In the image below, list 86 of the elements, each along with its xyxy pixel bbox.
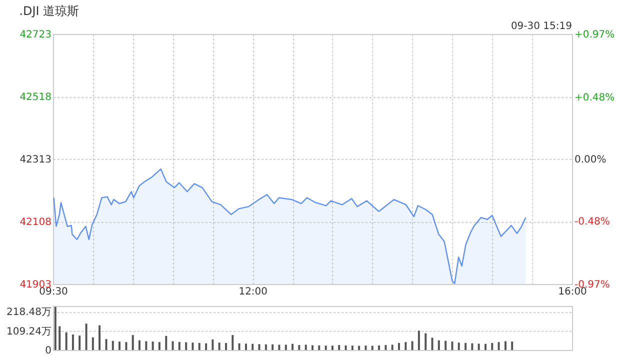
y-tick-label: 42313 <box>20 154 52 166</box>
bar <box>138 340 140 350</box>
bar <box>431 338 434 350</box>
y2-tick-label: +0.97% <box>574 30 615 40</box>
bar <box>105 339 108 350</box>
bar <box>391 344 394 350</box>
y2-tick-label: 0.00% <box>574 154 606 166</box>
bar <box>292 344 294 350</box>
bar <box>338 345 340 350</box>
bar <box>244 344 247 350</box>
bar <box>471 343 474 350</box>
bar <box>85 324 88 350</box>
bar <box>172 341 174 350</box>
bar <box>272 344 274 350</box>
y-tick-label: 218.48万 <box>6 307 52 318</box>
bar <box>411 341 414 350</box>
bar <box>344 345 347 350</box>
bar <box>304 344 307 350</box>
y-tick-label: 109.24万 <box>6 326 52 338</box>
bar <box>192 342 194 350</box>
bar <box>398 342 400 350</box>
y-tick-label: 42108 <box>20 217 52 228</box>
bar <box>252 344 254 350</box>
text: 09-30 15:19 <box>510 21 572 32</box>
bar <box>158 342 160 350</box>
bar <box>238 343 240 350</box>
bar <box>491 342 494 350</box>
bar <box>225 342 228 350</box>
bar <box>324 346 327 350</box>
bar <box>371 346 374 350</box>
bar <box>218 342 220 350</box>
bar <box>258 344 260 350</box>
bar <box>498 342 500 350</box>
bar <box>212 339 214 350</box>
x-tick-label: 09:30 <box>39 286 68 298</box>
bar <box>418 330 420 350</box>
bar <box>145 341 148 350</box>
bar <box>424 333 427 350</box>
bar <box>152 342 154 350</box>
bar <box>72 334 74 350</box>
bar <box>178 342 180 350</box>
bar <box>404 342 407 350</box>
x-tick-label: 16:00 <box>558 286 587 298</box>
bar <box>312 345 314 350</box>
y-tick-label: 0 <box>45 346 52 356</box>
bar <box>284 344 287 350</box>
bar <box>112 340 114 350</box>
chart-title: .DJI 道琼斯 <box>19 4 80 18</box>
bar <box>78 336 81 350</box>
bar <box>358 346 360 350</box>
bar <box>331 346 334 350</box>
bar <box>384 345 387 350</box>
bar <box>185 342 188 350</box>
y-tick-label: 42518 <box>20 92 52 103</box>
bar <box>458 342 460 350</box>
bar <box>232 335 234 350</box>
bar <box>118 342 121 350</box>
y2-tick-label: +0.48% <box>574 92 615 104</box>
bar <box>92 337 94 350</box>
bar <box>351 346 354 350</box>
bar <box>364 346 367 350</box>
bar <box>198 342 200 350</box>
bar <box>98 325 101 350</box>
bar <box>132 335 134 350</box>
y2-tick-label: -0.48% <box>574 216 610 228</box>
bar <box>444 340 447 350</box>
bar <box>438 340 440 350</box>
bar <box>511 342 514 350</box>
bar <box>318 345 320 350</box>
bar <box>54 306 56 350</box>
bar <box>205 343 208 350</box>
bar <box>464 342 467 350</box>
bar <box>165 336 168 350</box>
bar <box>484 344 487 350</box>
bar <box>504 341 506 350</box>
bar <box>451 342 454 350</box>
bar <box>58 326 61 350</box>
bar <box>125 342 128 350</box>
bar <box>378 345 380 350</box>
bar <box>65 332 68 350</box>
bar <box>264 344 267 350</box>
bar <box>478 344 480 350</box>
y-tick-label: 42723 <box>20 30 52 40</box>
x-tick-label: 12:00 <box>238 286 268 298</box>
bar <box>278 344 280 350</box>
bar <box>298 345 300 350</box>
